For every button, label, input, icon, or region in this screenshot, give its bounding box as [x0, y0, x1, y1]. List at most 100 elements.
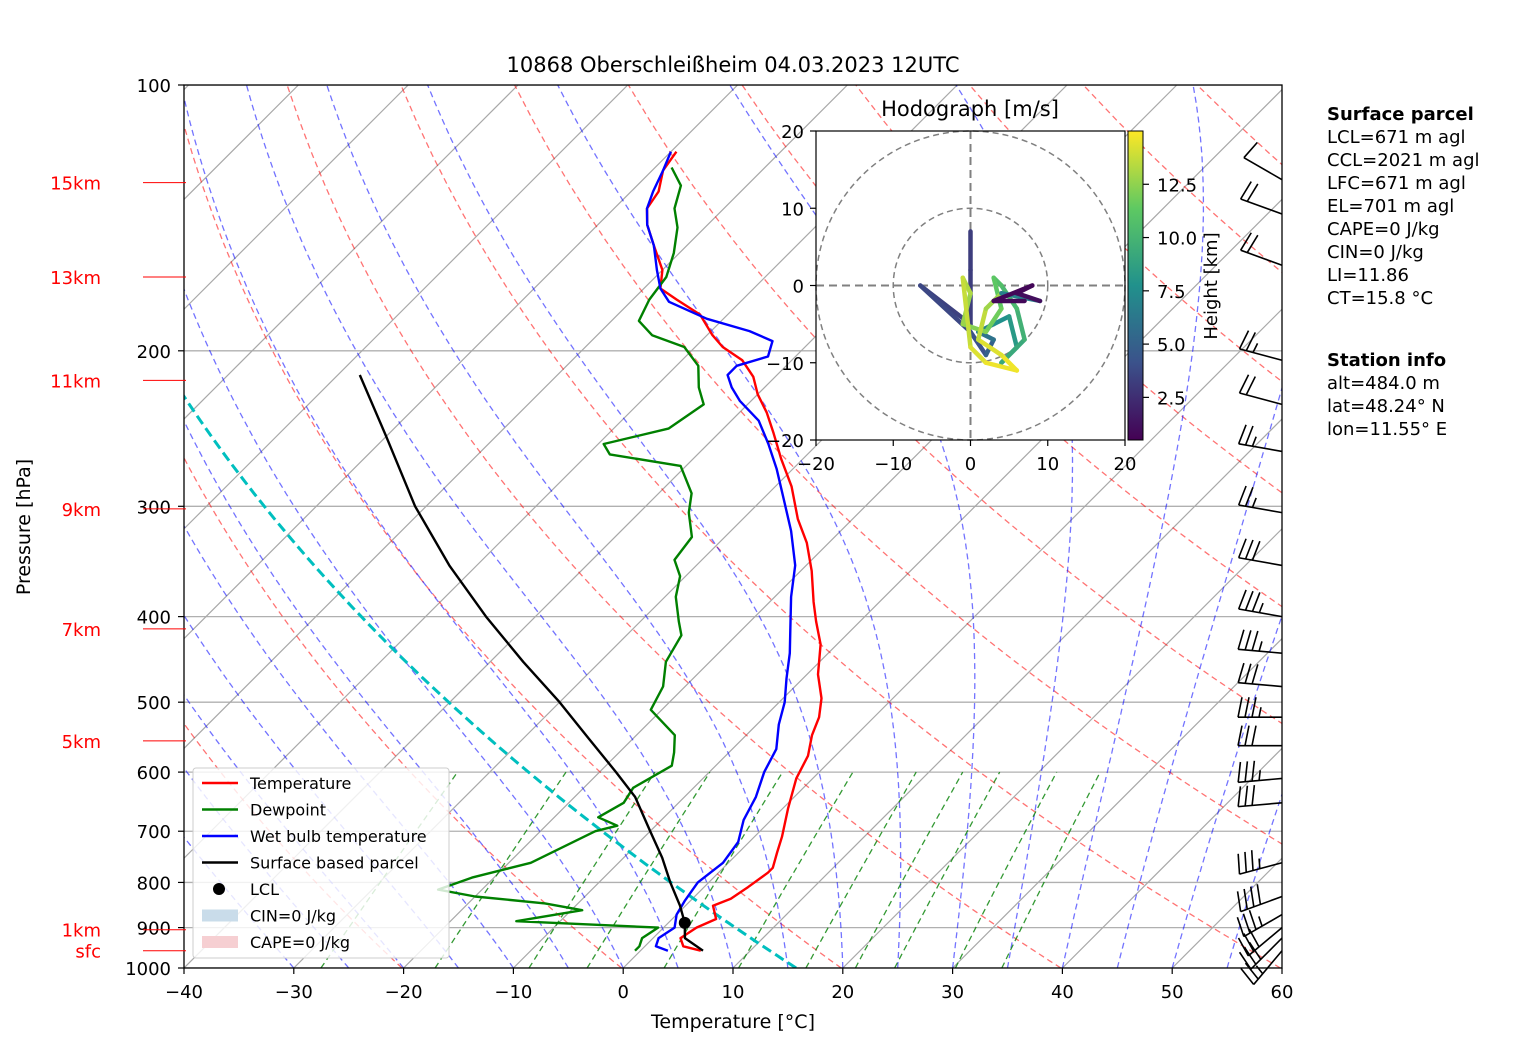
chart-title: 10868 Oberschleißheim 04.03.2023 12UTC: [507, 53, 960, 77]
legend-swatch: [202, 936, 238, 948]
isotherm--100: [184, 85, 409, 311]
barb-feather: [1251, 760, 1256, 782]
height-label: 11km: [50, 371, 101, 392]
hodograph-segment: [1006, 314, 1020, 350]
colorbar-tick-label: 2.5: [1157, 388, 1186, 409]
moist-adiabat: [557, 85, 902, 968]
barb-feather: [1237, 589, 1247, 610]
wind-barb: [1237, 850, 1283, 875]
wind-barb: [1237, 760, 1283, 784]
barb-feather: [1245, 376, 1257, 396]
barb-feather: [1256, 884, 1262, 905]
hodograph-segment: [968, 345, 989, 365]
dry-adiabat: [184, 456, 623, 968]
isotherm-0: [622, 308, 1282, 968]
mixing-ratio-line: [954, 771, 1058, 968]
barb-feather: [1251, 630, 1259, 651]
legend-box: [192, 767, 450, 959]
barb-feather: [1240, 968, 1255, 985]
convective-temperature-line: [184, 393, 797, 968]
barb-half-feather: [1258, 916, 1263, 927]
dry-adiabat: [400, 85, 1281, 968]
barb-feather: [1237, 662, 1245, 683]
mixing-ratio-line: [1001, 771, 1101, 968]
surface-parcel-header: Surface parcel: [1327, 104, 1474, 125]
wind-barb: [1240, 950, 1283, 985]
barb-staff: [1240, 198, 1283, 215]
barb-feather: [1251, 725, 1257, 746]
height-label: 13km: [50, 268, 101, 289]
barb-half-feather: [1255, 965, 1264, 975]
legend-label: CAPE=0 J/kg: [250, 933, 350, 952]
ct-value: CT=15.8 °C: [1327, 288, 1434, 309]
dry-adiabat: [184, 123, 842, 968]
mixing-ratio-line: [738, 771, 854, 968]
hodograph-segment: [991, 275, 1004, 311]
x-tick-label: −10: [494, 982, 532, 1003]
hodo-ring-10: [892, 207, 1049, 364]
isotherm--130: [0, 85, 79, 968]
legend-label: Wet bulb temperature: [250, 827, 427, 846]
moist-adiabat: [955, 85, 1074, 968]
station-info-header: Station info: [1327, 350, 1447, 371]
barb-feather: [1244, 725, 1250, 746]
wind-barb: [1237, 538, 1283, 567]
barb-feather: [1236, 891, 1242, 912]
barb-feather: [1237, 761, 1242, 783]
hodo-x-tick-label: 10: [1036, 454, 1059, 475]
hodo-y-tick-label: 10: [781, 199, 804, 220]
barb-feather: [1238, 374, 1250, 394]
isotherm--10: [512, 198, 1282, 968]
barb-feather: [1244, 630, 1252, 651]
height-label: 7km: [62, 620, 101, 641]
barb-feather: [1236, 917, 1245, 937]
moist-adiabat: [184, 287, 624, 968]
x-tick-label: 0: [617, 982, 628, 1003]
barb-feather: [1243, 946, 1257, 965]
x-tick-label: −40: [165, 982, 203, 1003]
isotherm-20: [842, 527, 1282, 968]
barb-feather: [1250, 850, 1254, 871]
hodo-x-tick-label: 0: [965, 454, 976, 475]
wind-barb: [1237, 485, 1283, 514]
x-tick-label: −30: [275, 982, 313, 1003]
x-tick-label: −20: [385, 982, 423, 1003]
wind-barb: [1236, 910, 1283, 938]
hodograph-segment: [968, 329, 989, 358]
barb-feather: [1244, 761, 1249, 782]
hodograph-segment: [975, 337, 1004, 358]
wind-barb: [1243, 141, 1283, 181]
wind-barb: [1237, 629, 1283, 654]
y-tick-label: 100: [137, 76, 171, 97]
legend-label: CIN=0 J/kg: [250, 907, 336, 926]
ccl-value: CCL=2021 m agl: [1327, 150, 1480, 171]
barb-half-feather: [1258, 602, 1264, 613]
barb-half-feather: [1251, 497, 1257, 508]
dry-adiabat: [286, 85, 1062, 968]
y-tick-label: 700: [137, 822, 171, 843]
mixing-ratio-line: [528, 771, 656, 968]
barb-feather: [1244, 962, 1259, 980]
wind-barb: [1237, 662, 1283, 688]
y-tick-label: 300: [137, 497, 171, 518]
barb-feather: [1244, 851, 1248, 873]
isotherm--70: [184, 85, 739, 640]
station-altitude: alt=484.0 m: [1327, 373, 1440, 394]
barb-feather: [1244, 539, 1254, 560]
barb-half-feather: [1258, 858, 1261, 869]
wind-barb: [1238, 330, 1283, 362]
y-tick-label: 800: [137, 873, 171, 894]
mixing-ratio-line: [854, 771, 964, 968]
barb-feather: [1237, 937, 1249, 957]
barb-feather: [1251, 540, 1261, 561]
barb-feather: [1244, 697, 1250, 718]
y-tick-label: 1000: [125, 959, 171, 980]
legend-swatch: [213, 883, 225, 895]
hodo-y-tick-label: 20: [781, 122, 804, 143]
barb-half-feather: [1252, 343, 1259, 353]
isotherm--90: [184, 85, 519, 420]
y-tick-label: 400: [137, 608, 171, 629]
hodo-y-tick-label: −20: [766, 431, 804, 452]
wind-barb: [1239, 232, 1283, 266]
barb-feather: [1237, 853, 1241, 875]
